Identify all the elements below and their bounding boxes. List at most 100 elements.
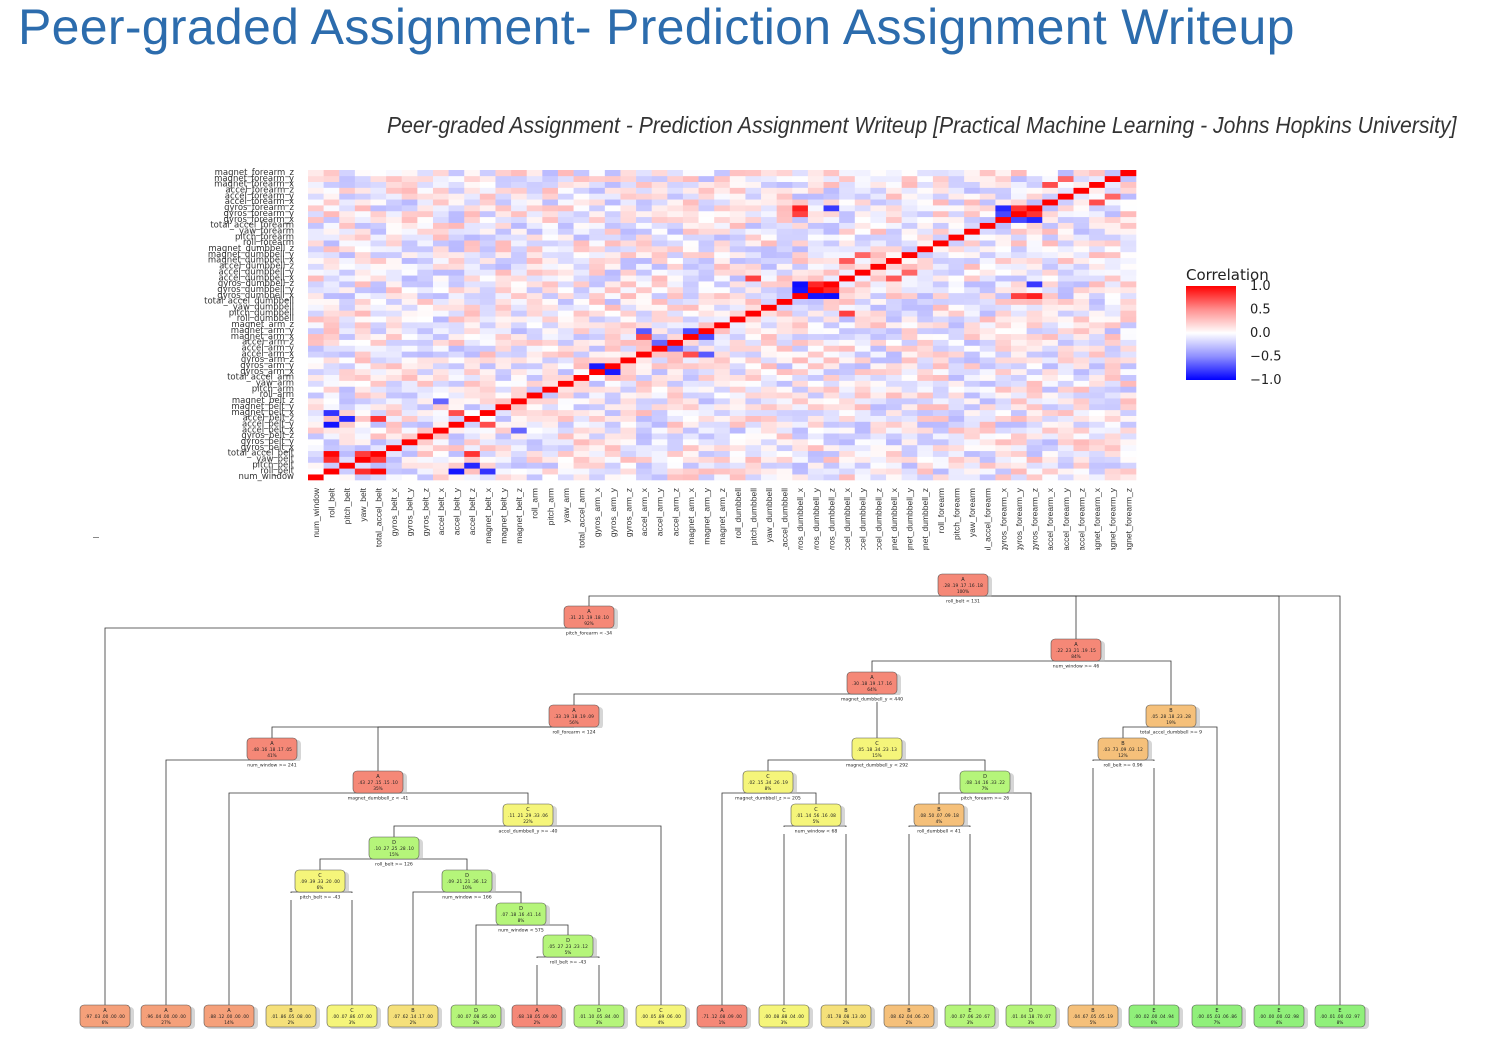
heatmap-cell bbox=[370, 450, 387, 457]
heatmap-cell bbox=[776, 251, 793, 259]
heatmap-cell bbox=[932, 444, 949, 452]
heatmap-cell bbox=[464, 409, 481, 416]
heatmap-cell bbox=[620, 175, 637, 182]
heatmap-cell bbox=[714, 427, 731, 434]
heatmap-cell bbox=[464, 240, 481, 247]
heatmap-cell bbox=[807, 333, 824, 340]
heatmap-cell bbox=[682, 363, 699, 370]
heatmap-cell bbox=[542, 450, 559, 457]
heatmap-cell bbox=[1120, 298, 1137, 305]
split-label-bg bbox=[728, 794, 808, 801]
heatmap-cell bbox=[901, 339, 918, 346]
heatmap-cell bbox=[651, 257, 668, 264]
heatmap-cell bbox=[339, 281, 356, 288]
heatmap-cell bbox=[682, 351, 699, 358]
heatmap-cell bbox=[432, 170, 449, 177]
heatmap-cell bbox=[354, 292, 371, 299]
heatmap-cell bbox=[792, 228, 809, 235]
heatmap-cell bbox=[604, 286, 621, 294]
heatmap-cell bbox=[729, 170, 746, 177]
node-percent: 2% bbox=[288, 1020, 295, 1026]
heatmap-cell bbox=[526, 398, 543, 405]
heatmap-cell bbox=[932, 263, 949, 270]
heatmap-cell bbox=[761, 345, 777, 352]
heatmap-cell bbox=[495, 439, 512, 446]
heatmap-cell bbox=[682, 462, 699, 469]
heatmap-cell bbox=[886, 246, 902, 253]
heatmap-cell bbox=[573, 363, 590, 370]
heatmap-cell bbox=[932, 251, 949, 259]
heatmap-cell bbox=[401, 409, 418, 416]
heatmap-cell bbox=[682, 433, 699, 440]
heatmap-cell bbox=[901, 374, 918, 381]
heatmap-cell bbox=[620, 333, 637, 340]
y-tick-label: pitch_dumbbell bbox=[229, 308, 294, 318]
heatmap-cell bbox=[1073, 216, 1090, 223]
heatmap-cell bbox=[589, 415, 606, 422]
heatmap-cell bbox=[370, 363, 387, 370]
heatmap-cell bbox=[854, 474, 871, 481]
y-tick-label: accel_arm_y bbox=[241, 343, 294, 353]
heatmap-cell bbox=[386, 304, 403, 311]
heatmap-cell bbox=[339, 386, 356, 393]
heatmap-cell bbox=[901, 351, 918, 358]
heatmap-cell bbox=[964, 269, 981, 276]
split-label-bg bbox=[837, 761, 917, 768]
heatmap-cell bbox=[745, 275, 762, 282]
y-tick-label: gyros_belt_x bbox=[241, 443, 294, 453]
heatmap-cell bbox=[386, 216, 403, 223]
heatmap-cell bbox=[839, 193, 856, 200]
heatmap-cell bbox=[589, 380, 606, 387]
heatmap-cell bbox=[495, 222, 512, 229]
heatmap-cell bbox=[511, 351, 528, 358]
heatmap-cell bbox=[1026, 333, 1043, 340]
heatmap-cell bbox=[761, 456, 777, 463]
heatmap-cell bbox=[682, 333, 699, 340]
heatmap-cell bbox=[308, 327, 324, 335]
heatmap-cell bbox=[370, 357, 387, 364]
heatmap-cell bbox=[464, 368, 481, 376]
heatmap-cell bbox=[761, 275, 777, 282]
node-probs: .08 .62 .04 .06 .20 bbox=[889, 1014, 929, 1020]
heatmap-cell bbox=[636, 415, 652, 422]
heatmap-cell bbox=[948, 474, 965, 481]
heatmap-cell bbox=[464, 216, 481, 223]
heatmap-cell bbox=[698, 415, 715, 422]
heatmap-cell bbox=[1120, 327, 1137, 335]
heatmap-cell bbox=[823, 187, 840, 194]
heatmap-cell bbox=[1073, 415, 1090, 422]
heatmap-cell bbox=[636, 374, 652, 381]
heatmap-cell bbox=[339, 474, 356, 481]
x-tick-label: total_accel_forearm bbox=[983, 488, 993, 550]
heatmap-cell bbox=[776, 398, 793, 405]
heatmap-cell bbox=[1073, 275, 1090, 282]
heatmap-cell bbox=[1120, 292, 1137, 299]
x-tick-label: gyros_arm_y bbox=[608, 487, 618, 537]
heatmap-cell bbox=[323, 170, 340, 177]
heatmap-cell bbox=[807, 187, 824, 194]
heatmap-cell bbox=[823, 462, 840, 469]
heatmap-cell bbox=[370, 175, 387, 182]
heatmap-cell bbox=[1089, 421, 1106, 428]
heatmap-cell bbox=[526, 322, 543, 329]
heatmap-cell bbox=[995, 456, 1012, 463]
heatmap-cell bbox=[761, 304, 777, 311]
y-tick-label: accel_forearm_z bbox=[225, 186, 294, 196]
heatmap-cell bbox=[792, 263, 809, 270]
heatmap-cell bbox=[620, 339, 637, 346]
heatmap-cell bbox=[698, 286, 715, 294]
heatmap-cell bbox=[792, 205, 809, 212]
heatmap-cell bbox=[636, 392, 652, 399]
heatmap-cell bbox=[807, 292, 824, 299]
heatmap-cell bbox=[636, 386, 652, 393]
heatmap-cell bbox=[354, 415, 371, 422]
heatmap-cell bbox=[557, 193, 574, 200]
heatmap-cell bbox=[354, 444, 371, 452]
heatmap-cell bbox=[729, 345, 746, 352]
heatmap-cell bbox=[964, 275, 981, 282]
node-probs: .68 .18 .05 .09 .00 bbox=[517, 1014, 557, 1020]
heatmap-cell bbox=[1042, 187, 1059, 194]
heatmap-cell bbox=[557, 216, 574, 223]
x-tick-label: gyros_belt_x bbox=[389, 487, 399, 536]
heatmap-cell bbox=[1073, 327, 1090, 335]
